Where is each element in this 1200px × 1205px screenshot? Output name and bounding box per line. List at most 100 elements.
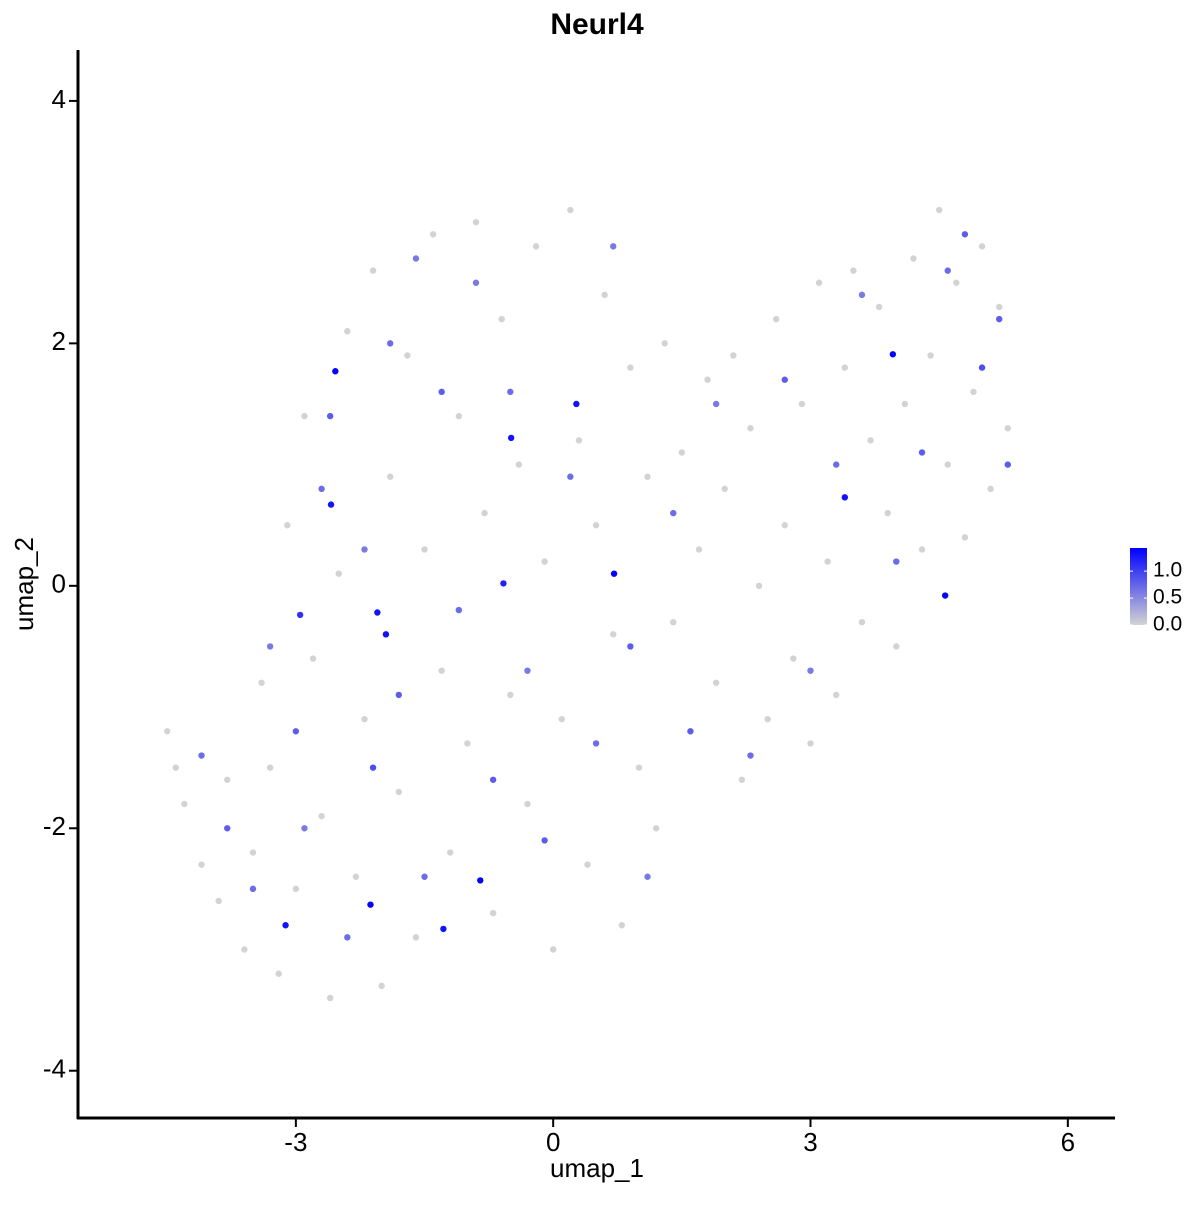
point	[644, 473, 651, 480]
point	[978, 364, 986, 371]
point	[498, 315, 505, 323]
y-tick-label: -4	[43, 1054, 66, 1084]
point	[296, 611, 304, 619]
point	[440, 925, 447, 933]
point	[515, 461, 523, 468]
point	[695, 546, 703, 553]
point	[996, 303, 1003, 311]
point	[858, 618, 866, 626]
point	[412, 934, 420, 941]
point	[249, 885, 257, 893]
point	[507, 434, 515, 442]
point	[249, 849, 257, 856]
point	[326, 412, 334, 420]
x-tick-label: 6	[1061, 1127, 1075, 1157]
point	[712, 400, 720, 408]
point	[438, 667, 445, 674]
point	[344, 934, 351, 941]
point	[472, 279, 480, 286]
point	[884, 509, 891, 517]
point	[369, 267, 377, 274]
point	[678, 449, 686, 456]
point	[670, 618, 677, 626]
point	[241, 946, 248, 953]
point	[500, 580, 507, 587]
point	[961, 534, 969, 541]
point	[258, 679, 265, 686]
y-tick-label: 4	[52, 84, 66, 114]
point	[764, 715, 771, 723]
point	[224, 825, 231, 832]
point	[704, 376, 711, 383]
point	[164, 728, 171, 735]
point	[374, 609, 381, 616]
point	[910, 255, 917, 262]
point	[901, 400, 909, 408]
colorbar-label: 0.5	[1153, 586, 1182, 609]
point	[996, 315, 1003, 323]
point	[404, 352, 411, 359]
point	[387, 340, 394, 347]
point	[266, 764, 274, 771]
point	[541, 837, 548, 844]
point	[412, 255, 420, 262]
point	[889, 351, 897, 358]
point	[592, 740, 600, 747]
point	[1004, 425, 1011, 432]
point	[318, 485, 325, 493]
x-tick-label: -3	[284, 1127, 307, 1157]
point	[507, 691, 514, 699]
point	[301, 825, 308, 832]
point	[584, 861, 591, 868]
y-tick-label: 0	[52, 569, 66, 599]
point	[893, 643, 900, 650]
point	[327, 501, 335, 508]
point	[944, 267, 951, 274]
colorbar-label: 0.0	[1153, 613, 1182, 636]
point	[292, 885, 300, 893]
point	[395, 691, 402, 699]
point	[618, 922, 626, 929]
point	[447, 849, 454, 856]
point	[1004, 461, 1011, 468]
point	[970, 388, 977, 396]
point	[282, 922, 289, 929]
x-tick-label: 3	[803, 1127, 817, 1157]
point	[477, 877, 484, 884]
point	[850, 267, 857, 274]
point	[661, 340, 668, 347]
point	[712, 679, 720, 686]
point	[472, 218, 480, 226]
point	[721, 485, 728, 493]
point	[332, 368, 339, 375]
point	[387, 473, 394, 480]
point	[815, 279, 823, 286]
point	[772, 315, 780, 323]
point	[352, 873, 360, 880]
x-tick-label: 0	[546, 1127, 560, 1157]
point	[382, 631, 390, 638]
point	[275, 970, 282, 977]
point	[893, 558, 900, 565]
point	[464, 740, 471, 747]
point	[326, 994, 334, 1002]
point	[438, 388, 445, 396]
point	[927, 352, 934, 359]
point	[369, 764, 377, 771]
point	[429, 231, 437, 238]
point	[730, 352, 737, 359]
point	[635, 764, 643, 771]
point	[421, 873, 428, 880]
point	[198, 861, 205, 868]
point	[978, 243, 986, 250]
point	[575, 437, 583, 444]
point	[627, 364, 634, 371]
point	[747, 425, 754, 432]
point	[549, 946, 557, 953]
colorbar-label: 1.0	[1153, 559, 1182, 582]
point	[592, 522, 600, 529]
point	[941, 592, 949, 599]
point	[215, 897, 222, 905]
point	[790, 655, 797, 662]
point	[833, 691, 840, 699]
